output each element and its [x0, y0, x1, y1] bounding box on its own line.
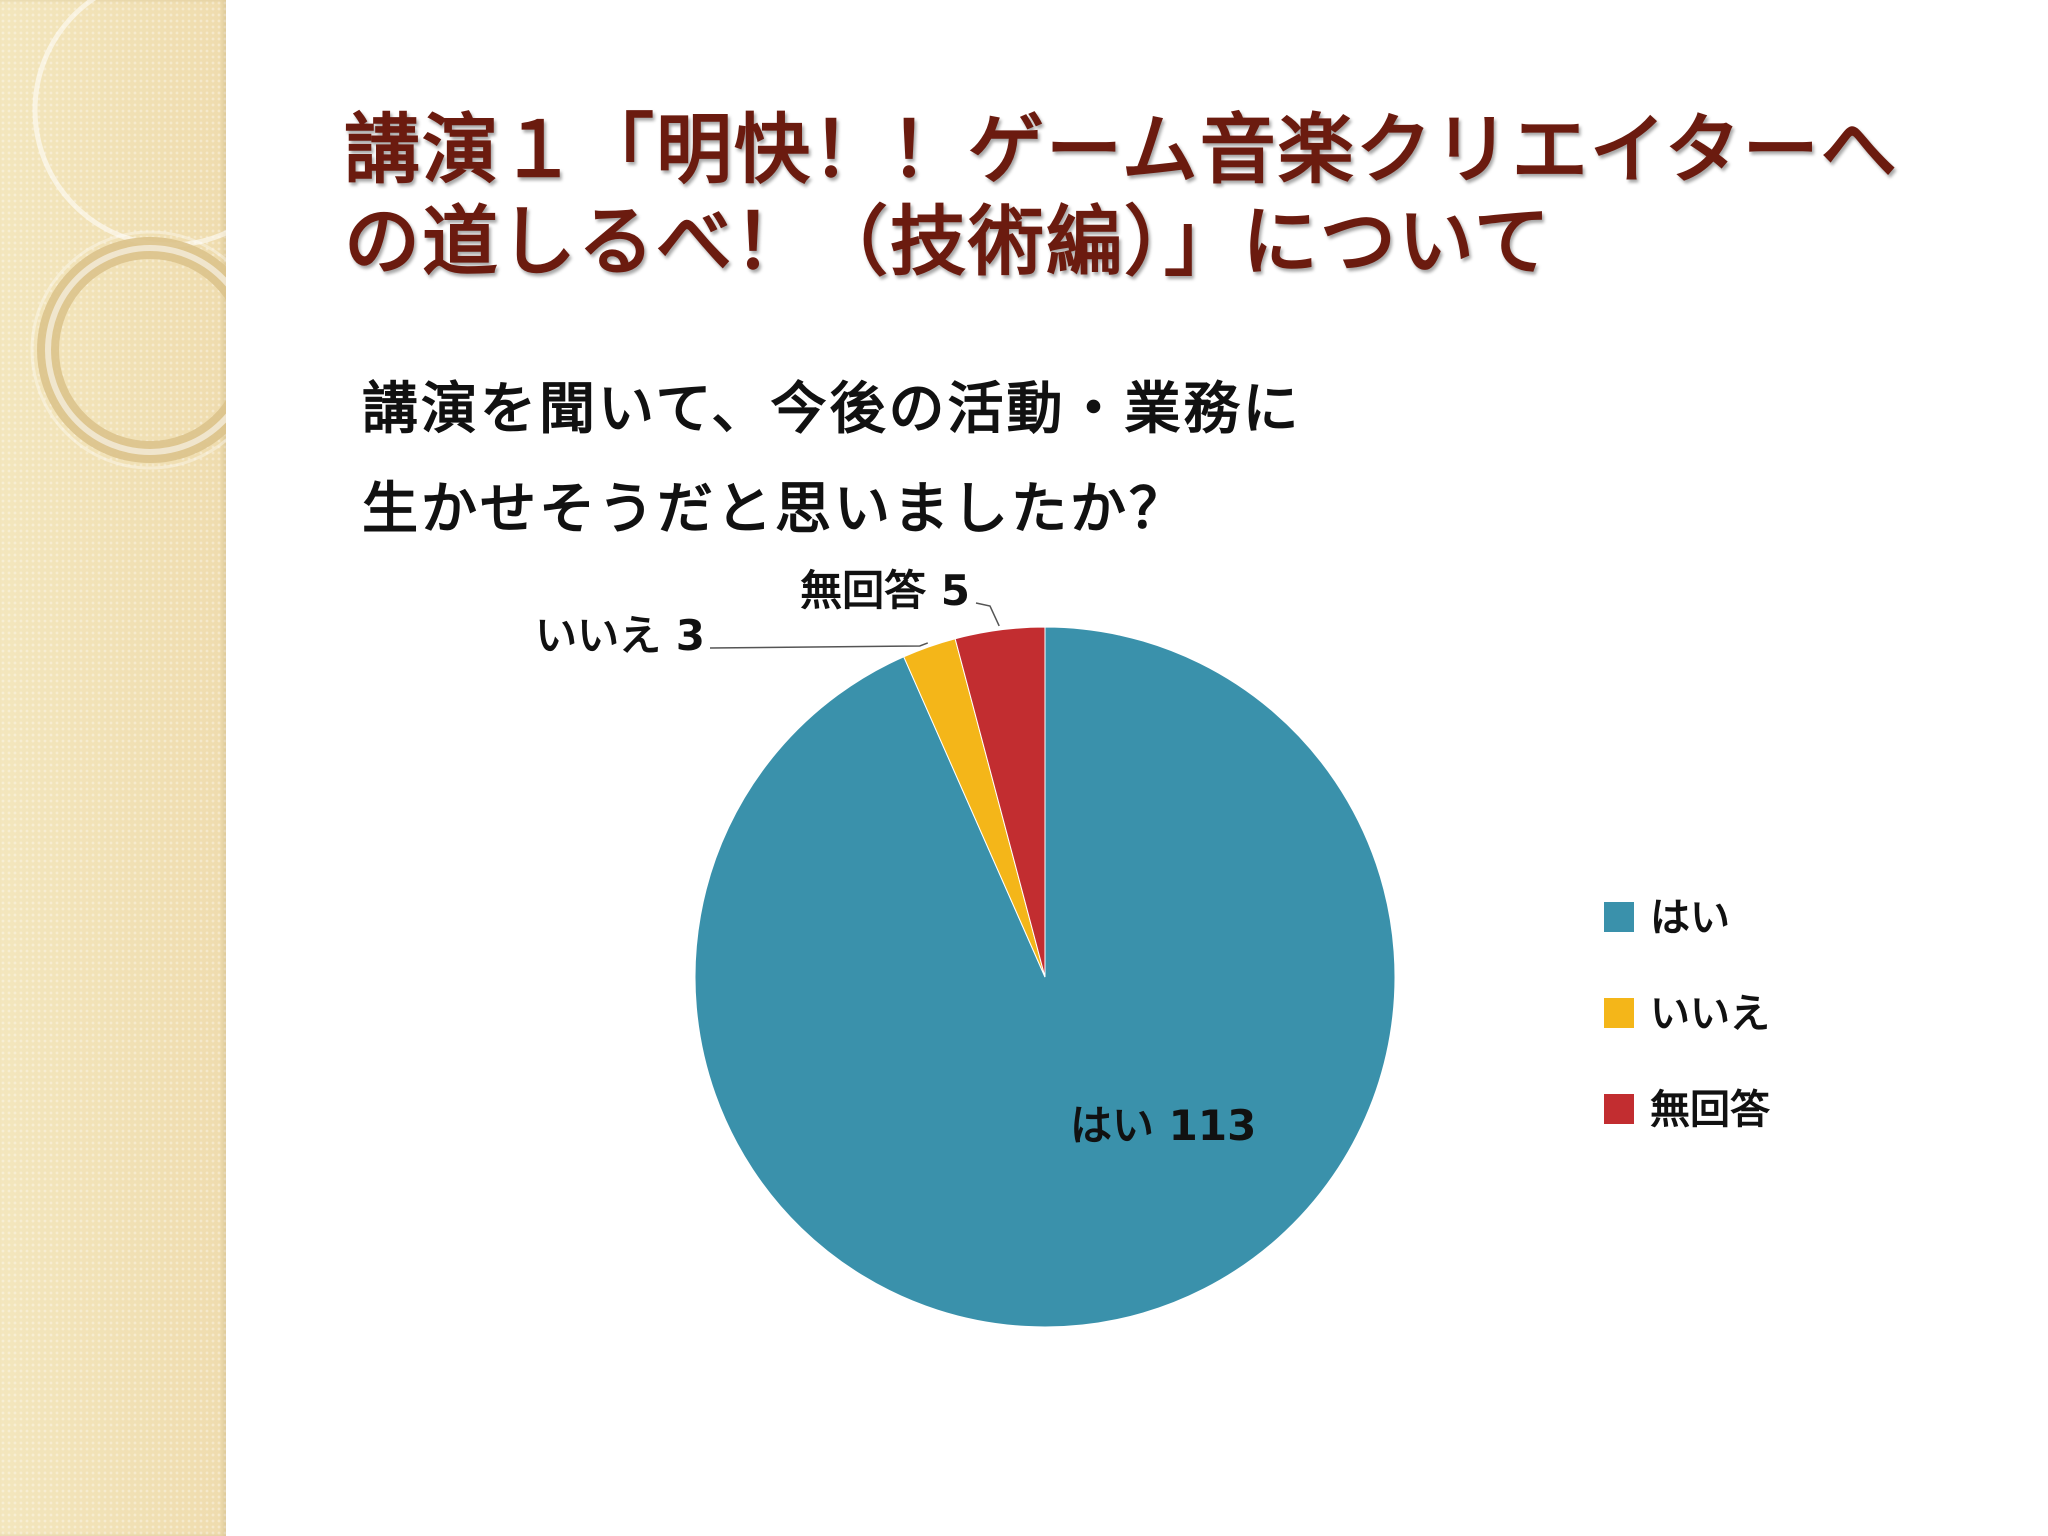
pie-slice-no-answer	[954, 626, 1046, 978]
chart-legend: はい いいえ 無回答	[1604, 846, 1770, 1134]
leader-line-no-answer	[975, 602, 1000, 627]
data-label-no: いいえ 3	[535, 611, 705, 660]
legend-swatch-no	[1604, 998, 1634, 1028]
data-label-yes: はい 113	[1070, 1101, 1256, 1150]
data-label-no-answer: 無回答 5	[800, 566, 970, 615]
legend-item-no-answer: 無回答	[1604, 1038, 1770, 1134]
legend-swatch-no-answer	[1604, 1094, 1634, 1124]
legend-item-yes: はい	[1604, 846, 1770, 942]
legend-label-no: いいえ	[1650, 991, 1770, 1037]
legend-label-yes: はい	[1650, 895, 1730, 941]
leader-line-no	[709, 642, 929, 649]
slide-title: 講演１「明快！！ゲーム音楽クリエイターへの道しるべ！（技術編）」について	[344, 105, 1899, 286]
survey-question: 講演を聞いて、今後の活動・業務に 生かせそうだと思いましたか？	[362, 360, 1562, 560]
decorative-sidebar	[0, 0, 226, 1536]
legend-label-no-answer: 無回答	[1650, 1087, 1770, 1133]
question-line-2: 生かせそうだと思いましたか？	[362, 477, 1188, 542]
question-line-1: 講演を聞いて、今後の活動・業務に	[362, 377, 1302, 442]
decorative-rings	[30, 0, 226, 470]
legend-item-no: いいえ	[1604, 942, 1770, 1038]
legend-swatch-yes	[1604, 902, 1634, 932]
